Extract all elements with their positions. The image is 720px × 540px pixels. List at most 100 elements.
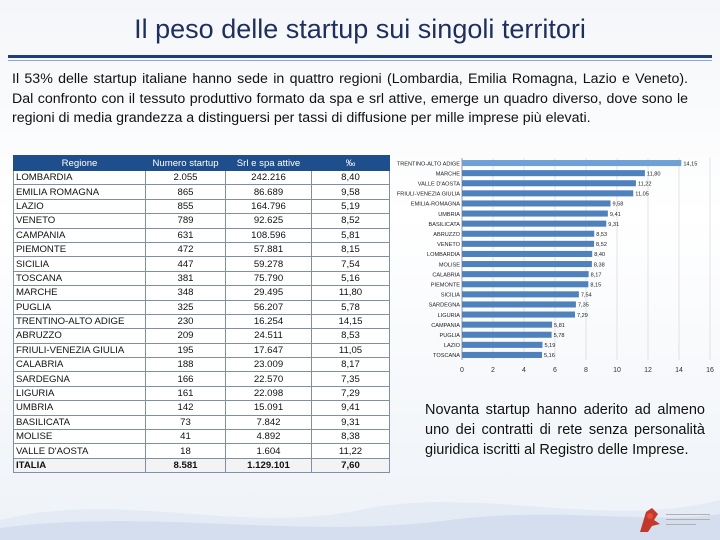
category-label: MOLISE bbox=[439, 262, 460, 268]
cell-startups: 855 bbox=[145, 198, 226, 215]
cell-per-mille: 11,05 bbox=[311, 342, 390, 359]
value-label: 8,40 bbox=[594, 252, 605, 258]
category-label: ABRUZZO bbox=[433, 232, 460, 238]
category-label: SARDEGNA bbox=[429, 303, 461, 309]
value-label: 8,53 bbox=[596, 232, 607, 238]
cell-startups: 789 bbox=[145, 213, 226, 229]
cell-startups: 142 bbox=[145, 400, 226, 416]
intro-paragraph: Il 53% delle startup italiane hanno sede… bbox=[12, 71, 688, 126]
cell-region: MOLISE bbox=[13, 429, 146, 445]
value-label: 9,58 bbox=[612, 202, 623, 208]
cell-region: ABRUZZO bbox=[13, 328, 146, 344]
bar bbox=[462, 301, 576, 308]
value-label: 5,81 bbox=[554, 323, 565, 329]
x-tick-label: 0 bbox=[460, 367, 464, 374]
cell-startups: 381 bbox=[145, 270, 226, 287]
category-label: TRENTINO-ALTO ADIGE bbox=[397, 161, 460, 167]
cell-per-mille: 14,15 bbox=[311, 313, 390, 330]
cell-companies: 4.892 bbox=[225, 429, 312, 445]
cell-per-mille: 5,81 bbox=[311, 227, 390, 243]
value-label: 11,05 bbox=[635, 192, 649, 198]
cell-companies: 16.254 bbox=[225, 313, 312, 330]
category-label: LIGURIA bbox=[438, 313, 461, 319]
category-label: LOMBARDIA bbox=[427, 252, 460, 258]
value-label: 7,29 bbox=[577, 313, 588, 319]
bar bbox=[462, 341, 543, 348]
network-note: Novanta startup hanno aderito ad almeno … bbox=[425, 402, 705, 458]
bar bbox=[462, 281, 589, 288]
bar bbox=[462, 220, 607, 227]
table-row: UMBRIA 142 15.091 9,41 bbox=[13, 400, 390, 416]
category-label: LAZIO bbox=[444, 343, 461, 349]
bar bbox=[462, 180, 636, 187]
x-tick-label: 6 bbox=[553, 367, 557, 374]
cell-region: CALABRIA bbox=[13, 357, 146, 373]
bar bbox=[462, 240, 595, 247]
table-row: LIGURIA 161 22.098 7,29 bbox=[13, 385, 390, 402]
cell-startups: 73 bbox=[145, 414, 226, 431]
bar bbox=[462, 200, 611, 207]
cell-region: VALLE D'AOSTA bbox=[13, 443, 146, 459]
value-label: 5,78 bbox=[554, 333, 565, 339]
x-tick-label: 4 bbox=[522, 367, 526, 374]
x-tick-label: 16 bbox=[706, 367, 714, 374]
value-label: 7,35 bbox=[578, 303, 589, 309]
bar bbox=[462, 160, 682, 167]
cell-region: VENETO bbox=[13, 213, 146, 229]
cell-startups: 865 bbox=[145, 184, 226, 200]
bar bbox=[462, 291, 579, 298]
cell-companies: 57.881 bbox=[225, 241, 312, 258]
cell-companies: 23.009 bbox=[225, 357, 312, 373]
category-label: SICILIA bbox=[441, 293, 461, 299]
category-label: BASILICATA bbox=[429, 222, 461, 228]
cell-per-mille: 9,41 bbox=[311, 400, 390, 416]
cell-companies: 1.604 bbox=[225, 443, 312, 459]
cell-startups: 209 bbox=[145, 328, 226, 344]
bar bbox=[462, 331, 552, 338]
cell-region: LAZIO bbox=[13, 198, 146, 215]
cell-companies: 22.570 bbox=[225, 371, 312, 387]
cell-region: LIGURIA bbox=[13, 385, 146, 402]
cell-per-mille: 9,31 bbox=[311, 414, 390, 431]
bar bbox=[462, 271, 589, 278]
cell-region: FRIULI-VENEZIA GIULIA bbox=[13, 342, 146, 359]
value-label: 5,16 bbox=[544, 353, 555, 359]
header-regione: Regione bbox=[13, 155, 146, 171]
x-tick-label: 10 bbox=[613, 367, 621, 374]
cell-region: PIEMONTE bbox=[13, 241, 146, 258]
category-label: PUGLIA bbox=[439, 333, 460, 339]
bar bbox=[462, 261, 592, 268]
category-label: TOSCANA bbox=[433, 353, 460, 359]
cell-region: UMBRIA bbox=[13, 400, 146, 416]
table-row: TRENTINO-ALTO ADIGE 230 16.254 14,15 bbox=[13, 313, 390, 330]
header-srl-spa: Srl e spa attive bbox=[225, 155, 312, 171]
category-label: EMILIA-ROMAGNA bbox=[411, 202, 460, 208]
category-label: CALABRIA bbox=[432, 272, 460, 278]
cell-per-mille: 11,22 bbox=[311, 443, 390, 459]
cell-companies: 7.842 bbox=[225, 414, 312, 431]
slide-title: Il peso delle startup sui singoli territ… bbox=[134, 14, 586, 44]
value-label: 5,19 bbox=[544, 343, 555, 349]
per-mille-bar-chart: 0 2 4 6 8 10 12 14 16 TRENTINO-ALTO ADIGE 14,15 MAR… bbox=[397, 158, 714, 374]
cell-companies: 59.278 bbox=[225, 256, 312, 272]
cell-companies: 15.091 bbox=[225, 400, 312, 416]
table-row: FRIULI-VENEZIA GIULIA 195 17.647 11,05 bbox=[13, 342, 390, 359]
cell-companies: 164.796 bbox=[225, 198, 312, 215]
cell-region: TOSCANA bbox=[13, 270, 146, 287]
table-row: EMILIA ROMAGNA 865 86.689 9,58 bbox=[13, 184, 390, 200]
table-row: VENETO 789 92.625 8,52 bbox=[13, 213, 390, 229]
bar bbox=[462, 250, 593, 257]
category-label: MARCHE bbox=[436, 171, 461, 177]
cell-region: SARDEGNA bbox=[13, 371, 146, 387]
cell-region: SICILIA bbox=[13, 256, 146, 272]
bar bbox=[462, 230, 595, 237]
cell-startups: 2.055 bbox=[145, 169, 226, 186]
category-label: VENETO bbox=[437, 242, 461, 248]
cell-region: EMILIA ROMAGNA bbox=[13, 184, 146, 200]
cell-startups: 161 bbox=[145, 385, 226, 402]
bar bbox=[462, 210, 608, 217]
category-label: FRIULI-VENEZIA GIULIA bbox=[397, 192, 460, 198]
cell-companies: 56.207 bbox=[225, 299, 312, 315]
cell-region: LOMBARDIA bbox=[13, 169, 146, 186]
cell-per-mille: 5,78 bbox=[311, 299, 390, 315]
